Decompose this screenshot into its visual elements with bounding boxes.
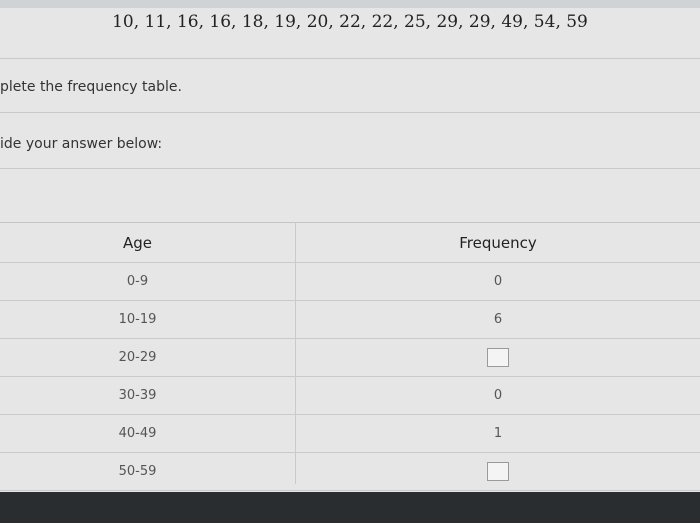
frequency-table: Age Frequency 0-9 0 10-19 6 20-29 30-39 0 40-49 1 5… [0, 222, 700, 491]
frequency-cell: 0 [493, 388, 503, 403]
frequency-cell: 1 [493, 426, 503, 441]
column-header: Frequency [459, 233, 537, 252]
table-row: 10-19 6 [0, 301, 700, 339]
instruction: plete the frequency table. [0, 79, 182, 95]
age-cell: 50-59 [118, 464, 157, 479]
instruction: ide your answer below: [0, 136, 163, 152]
age-cell: 10-19 [118, 312, 157, 327]
table-row: 30-39 0 [0, 377, 700, 415]
data-list: 10, 11, 16, 16, 18, 19, 20, 22, 22, 25, … [112, 12, 588, 32]
age-cell: 30-39 [118, 388, 157, 403]
table-row: 40-49 1 [0, 415, 700, 453]
answer-input[interactable] [487, 348, 509, 367]
separator [0, 58, 700, 59]
frequency-cell [296, 453, 700, 490]
frequency-cell: 0 [493, 274, 503, 289]
frequency-cell [296, 339, 700, 376]
age-cell: 20-29 [118, 350, 157, 365]
answer-input[interactable] [487, 462, 509, 481]
table-row: 50-59 [0, 453, 700, 491]
top-bar [0, 0, 700, 8]
age-cell: 0-9 [126, 274, 149, 289]
age-cell: 40-49 [118, 426, 157, 441]
column-header: Age [122, 233, 152, 252]
separator [0, 168, 700, 169]
frequency-cell: 6 [493, 312, 503, 327]
separator [0, 112, 700, 113]
table-row: 20-29 [0, 339, 700, 377]
bottom-bar [0, 492, 700, 523]
header-row: Age Frequency [0, 222, 700, 263]
column-divider [295, 222, 296, 484]
table-row: 0-9 0 [0, 263, 700, 301]
